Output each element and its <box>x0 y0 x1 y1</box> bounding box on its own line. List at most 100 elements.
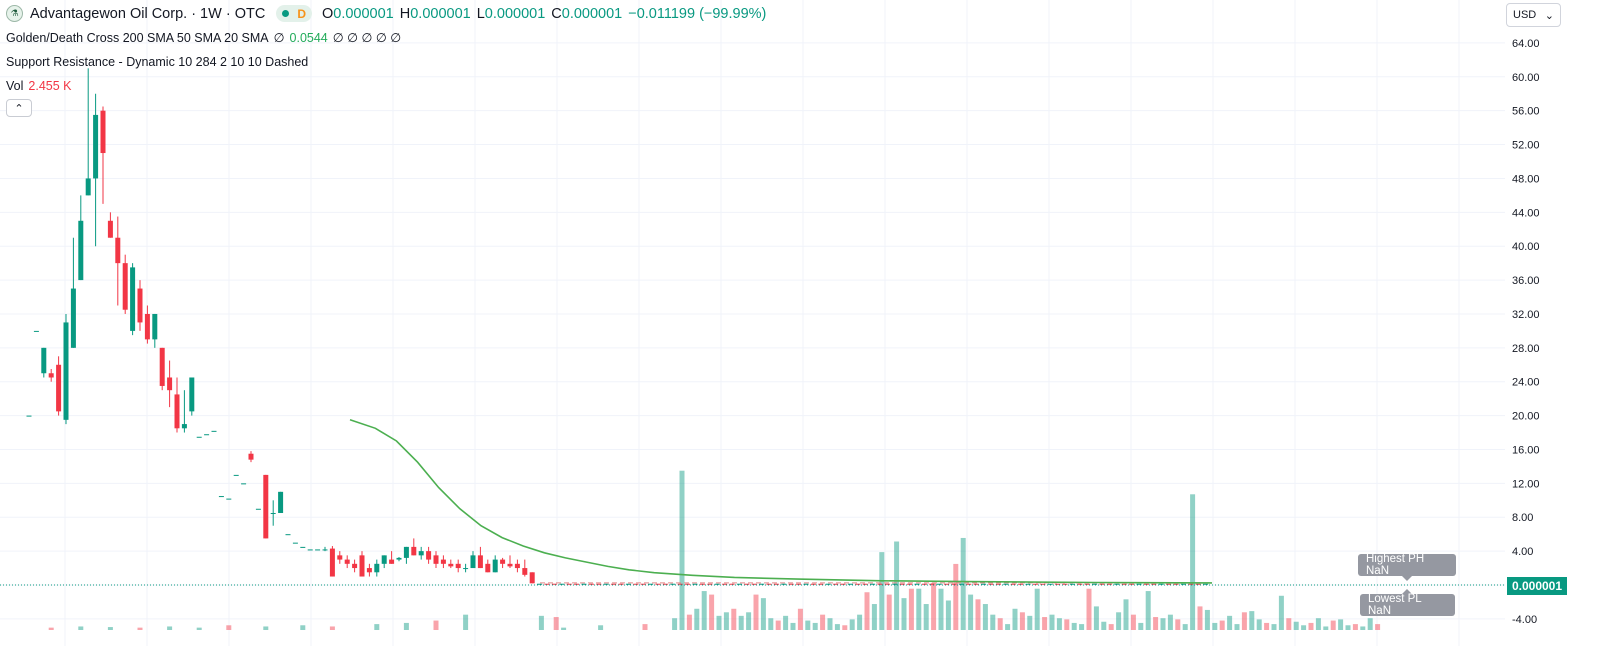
candle <box>285 534 291 536</box>
volume-bar <box>1182 624 1188 630</box>
candle <box>189 377 195 416</box>
volume-legend[interactable]: Vol 2.455 K <box>6 79 76 93</box>
volume-bar <box>1160 618 1166 630</box>
candle <box>566 583 572 585</box>
candle <box>1055 583 1061 585</box>
collapse-legend-button[interactable]: ⌃ <box>6 99 32 117</box>
volume-bar <box>403 622 409 630</box>
volume-bar <box>433 620 439 630</box>
volume-bar <box>1005 624 1011 630</box>
market-open-dot-icon <box>282 10 290 17</box>
volume-bar <box>167 626 173 630</box>
price-axis-tick: 40.00 <box>1512 241 1540 253</box>
candle <box>1188 583 1194 585</box>
candle <box>411 538 417 556</box>
volume-bar <box>1145 591 1151 630</box>
candle <box>862 583 868 585</box>
cross-indicator-legend[interactable]: Golden/Death Cross 200 SMA 50 SMA 20 SMA… <box>6 30 406 46</box>
volume-bar <box>945 600 951 630</box>
price-axis-tick: 36.00 <box>1512 275 1540 287</box>
indicator-value-rest: ∅ ∅ ∅ ∅ ∅ <box>332 31 402 45</box>
volume-bar <box>857 614 863 630</box>
volume-bar <box>1190 494 1196 630</box>
volume-bar <box>1079 624 1085 630</box>
support-resistance-legend[interactable]: Support Resistance - Dynamic 10 284 2 10… <box>6 55 313 69</box>
volume-bar <box>783 615 789 630</box>
chevron-up-icon: ⌃ <box>14 102 24 115</box>
candle <box>41 347 47 378</box>
candle <box>181 390 187 433</box>
candle <box>988 583 994 585</box>
indicator-name[interactable]: Support Resistance - Dynamic 10 284 2 10… <box>6 55 309 69</box>
indicator-value-main: 0.0544 <box>289 30 328 45</box>
volume-bar <box>753 594 759 630</box>
volume-bar <box>1315 618 1321 630</box>
candle <box>707 583 713 585</box>
candle <box>315 549 321 551</box>
volume-bar <box>1256 619 1262 630</box>
candle <box>337 551 343 564</box>
volume-bar <box>842 625 848 630</box>
volume-bar <box>1367 618 1373 630</box>
volume-bar <box>916 588 922 630</box>
candle <box>226 498 232 500</box>
candle <box>33 330 39 332</box>
indicator-name[interactable]: Golden/Death Cross 200 SMA 50 SMA 20 SMA <box>6 30 269 45</box>
symbol-title[interactable]: Advantagewon Oil Corp. · 1W · OTC <box>30 5 266 22</box>
candle <box>359 551 365 577</box>
currency-value: USD <box>1513 9 1537 21</box>
candlestick-series <box>26 68 1209 585</box>
chart-grid <box>0 0 1505 646</box>
candle <box>544 583 550 585</box>
volume-bar <box>1101 621 1107 630</box>
candle <box>196 436 202 438</box>
volume-bar <box>48 627 54 630</box>
volume-bar <box>679 470 685 630</box>
volume-bar <box>746 612 752 630</box>
candle <box>470 551 476 569</box>
price-change: −0.011199 (−99.99%) <box>628 5 767 22</box>
volume-bar <box>538 615 544 630</box>
candle <box>396 557 402 562</box>
volume-bar <box>694 608 700 630</box>
candle <box>559 583 565 585</box>
candle <box>159 347 165 391</box>
candle <box>914 583 920 585</box>
candle <box>892 583 898 585</box>
candle <box>1092 583 1098 585</box>
volume-bar <box>931 582 937 630</box>
candle <box>981 583 987 585</box>
candle <box>233 474 239 476</box>
candle <box>810 583 816 585</box>
volume-bar <box>598 625 604 630</box>
candle <box>1003 583 1009 585</box>
price-axis-tick: 8.00 <box>1512 512 1533 524</box>
candle <box>936 583 942 585</box>
currency-selector[interactable]: USD ⌄ <box>1506 3 1561 27</box>
candle <box>529 572 535 584</box>
candle <box>204 434 210 436</box>
candle <box>1069 583 1075 585</box>
candle <box>1114 583 1120 585</box>
candle <box>1010 583 1016 585</box>
candle <box>137 280 143 331</box>
volume-bar <box>982 604 988 630</box>
candle <box>485 559 491 573</box>
price-axis-tick: 12.00 <box>1512 478 1540 490</box>
candle <box>625 583 631 585</box>
candle <box>1062 583 1068 585</box>
candle <box>381 555 387 569</box>
volume-bar <box>1241 612 1247 630</box>
candle <box>100 106 106 204</box>
volume-bar <box>1175 619 1181 630</box>
volume-bar <box>768 618 774 630</box>
candle <box>307 549 313 551</box>
interval-badge: D <box>297 6 306 21</box>
volume-bar <box>723 612 729 630</box>
price-axis-tick: 44.00 <box>1512 207 1540 219</box>
candle <box>1040 583 1046 585</box>
volume-label[interactable]: Vol <box>6 79 24 93</box>
market-status-pill[interactable]: D <box>276 5 312 22</box>
volume-bar <box>701 591 707 630</box>
